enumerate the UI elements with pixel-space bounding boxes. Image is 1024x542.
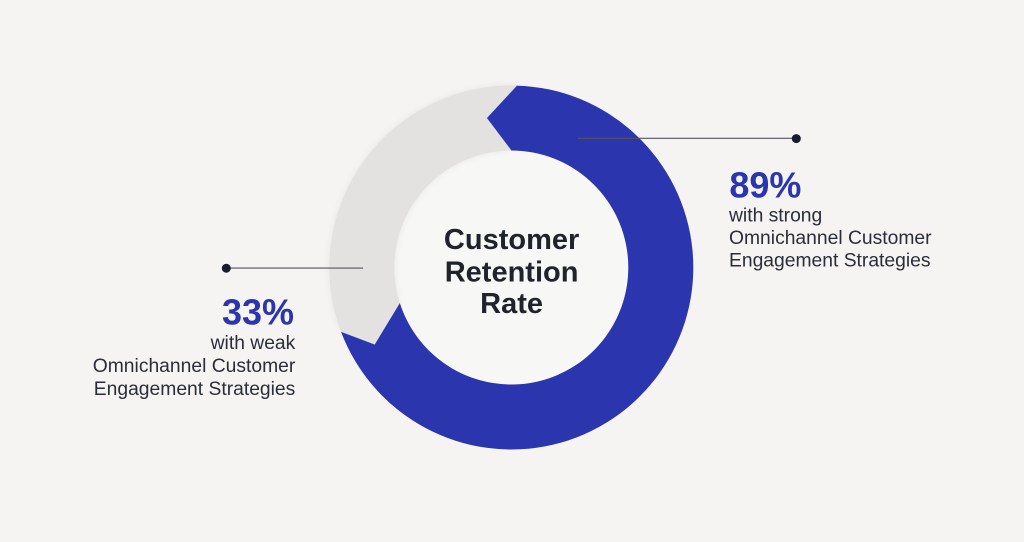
svg-text:89%: 89% bbox=[729, 165, 801, 206]
svg-text:Engagement Strategies: Engagement Strategies bbox=[94, 379, 296, 400]
svg-text:Retention: Retention bbox=[445, 257, 579, 289]
svg-text:33%: 33% bbox=[222, 292, 294, 333]
svg-text:with strong: with strong bbox=[728, 205, 822, 226]
svg-text:Omnichannel Customer: Omnichannel Customer bbox=[729, 228, 932, 249]
svg-text:Customer: Customer bbox=[444, 224, 579, 256]
svg-text:Engagement Strategies: Engagement Strategies bbox=[729, 251, 931, 272]
svg-text:with weak: with weak bbox=[210, 333, 296, 354]
svg-text:Rate: Rate bbox=[480, 288, 543, 320]
svg-text:Omnichannel Customer: Omnichannel Customer bbox=[93, 356, 296, 377]
